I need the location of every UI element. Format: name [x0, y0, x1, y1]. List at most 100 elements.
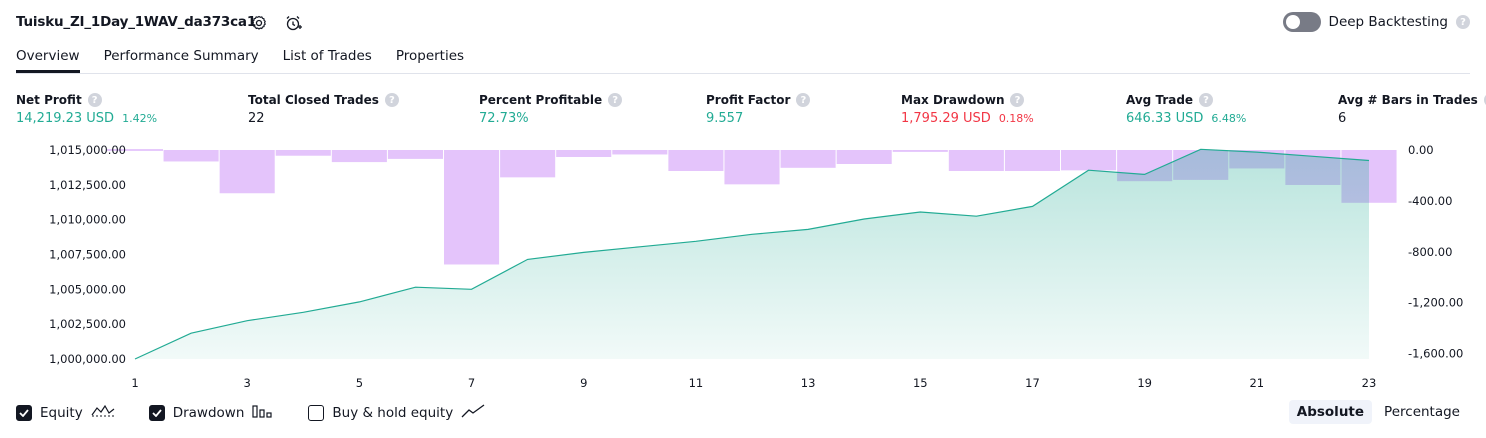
equity-area [135, 149, 1369, 359]
legend-drawdown[interactable]: Drawdown [148, 403, 275, 423]
chart-legend: Equity Drawdown Buy & hold equity [16, 403, 519, 423]
info-icon[interactable]: ? [384, 93, 399, 107]
drawdown-label: Drawdown [172, 405, 245, 421]
x-tick-label: 19 [1137, 376, 1152, 390]
x-tick-label: 23 [1362, 376, 1377, 390]
x-tick-label: 11 [689, 376, 704, 390]
metric-percent: 1.42% [122, 112, 158, 125]
equity-line-icon [91, 403, 115, 423]
drawdown-bar [556, 150, 612, 157]
info-icon[interactable]: ? [608, 93, 623, 107]
info-icon[interactable]: ? [1010, 93, 1025, 107]
percentage-button[interactable]: Percentage [1384, 404, 1460, 420]
drawdown-bar [275, 150, 331, 156]
metric-value: 6 [1338, 111, 1347, 126]
buy-hold-checkbox[interactable] [308, 405, 325, 421]
buy-hold-line-icon [461, 403, 485, 423]
x-tick-label: 13 [801, 376, 816, 390]
y-left-tick-label: 1,015,000.00 [49, 143, 126, 157]
drawdown-bar [163, 150, 219, 162]
metric-value: 14,219.23 USD [16, 111, 115, 126]
tab-bar: Overview Performance Summary List of Tra… [16, 42, 464, 73]
metric-value: 646.33 USD [1126, 111, 1204, 126]
y-left-tick-label: 1,005,000.00 [49, 282, 126, 296]
metric-net-profit: Net Profit? 14,219.23 USD 1.42% [16, 93, 157, 126]
info-icon[interactable]: ? [1483, 93, 1486, 107]
deep-backtesting-label: Deep Backtesting [1328, 14, 1448, 30]
buy-hold-label: Buy & hold equity [332, 405, 454, 421]
y-right-tick-label: -1,200.00 [1408, 296, 1463, 310]
drawdown-bars-icon [252, 403, 274, 423]
drawdown-bar [948, 150, 1004, 171]
info-icon[interactable]: ? [87, 93, 102, 107]
help-icon[interactable]: ? [1456, 15, 1470, 29]
drawdown-bar [500, 150, 556, 178]
y-right-tick-label: 0.00 [1408, 143, 1434, 157]
metric-value: 1,795.29 USD [901, 111, 991, 126]
strategy-title: Tuisku_ZI_1Day_1WAV_da373ca1 [16, 14, 257, 30]
deep-backtesting-toggle[interactable] [1282, 12, 1321, 32]
metric-value: 22 [248, 111, 265, 126]
tab-properties[interactable]: Properties [395, 48, 465, 64]
drawdown-bar [444, 150, 500, 265]
y-right-tick-label: -400.00 [1408, 194, 1452, 208]
drawdown-bar [219, 150, 275, 194]
drawdown-bar [780, 150, 836, 168]
y-right-tick-label: -800.00 [1408, 245, 1452, 259]
drawdown-checkbox[interactable] [148, 405, 165, 421]
metric-percent-profitable: Percent Profitable? 72.73% [479, 93, 623, 126]
y-left-tick-label: 1,010,000.00 [49, 213, 126, 227]
info-icon[interactable]: ? [1199, 93, 1214, 107]
equity-label: Equity [40, 405, 83, 421]
x-tick-label: 1 [131, 376, 138, 390]
tab-performance-summary[interactable]: Performance Summary [103, 48, 259, 64]
metric-avg-bars-in-trades: Avg # Bars in Trades? 6 [1338, 93, 1486, 126]
x-tick-label: 7 [468, 376, 475, 390]
metric-value: 72.73% [479, 111, 529, 126]
x-tick-label: 15 [913, 376, 928, 390]
metric-label: Total Closed Trades [248, 93, 379, 107]
view-mode-switch: Absolute Percentage [1288, 400, 1468, 424]
x-tick-label: 3 [244, 376, 251, 390]
legend-buy-hold[interactable]: Buy & hold equity [308, 403, 485, 423]
drawdown-bar [1004, 150, 1060, 171]
drawdown-bar [836, 150, 892, 164]
metric-label: Profit Factor [706, 93, 791, 107]
x-tick-label: 17 [1025, 376, 1040, 390]
metric-label: Max Drawdown [901, 93, 1005, 107]
metric-total-closed-trades: Total Closed Trades? 22 [248, 93, 399, 126]
tab-divider [16, 73, 1470, 74]
drawdown-bar [612, 150, 668, 155]
legend-equity[interactable]: Equity [16, 403, 115, 423]
y-right-tick-label: -1,600.00 [1408, 347, 1463, 361]
absolute-button[interactable]: Absolute [1288, 400, 1373, 424]
y-left-tick-label: 1,000,000.00 [49, 352, 126, 366]
settings-icon[interactable] [248, 12, 270, 34]
x-tick-label: 5 [356, 376, 363, 390]
drawdown-bar [331, 150, 387, 163]
metric-percent: 0.18% [998, 112, 1034, 125]
metric-max-drawdown: Max Drawdown? 1,795.29 USD 0.18% [901, 93, 1034, 126]
metric-value: 9.557 [706, 111, 744, 126]
metric-label: Percent Profitable [479, 93, 603, 107]
drawdown-bar [387, 150, 443, 159]
y-left-tick-label: 1,002,500.00 [49, 317, 126, 331]
tab-overview[interactable]: Overview [16, 42, 80, 73]
drawdown-bar [1061, 150, 1117, 171]
metric-avg-trade: Avg Trade? 646.33 USD 6.48% [1126, 93, 1246, 126]
drawdown-bar [724, 150, 780, 185]
equity-drawdown-chart[interactable]: 1,015,000.00 1,012,500.00 1,010,000.00 1,00… [0, 138, 1486, 398]
drawdown-bar [892, 150, 948, 152]
metric-profit-factor: Profit Factor? 9.557 [706, 93, 811, 126]
metric-label: Net Profit [16, 93, 82, 107]
metric-label: Avg Trade [1126, 93, 1194, 107]
tab-list-of-trades[interactable]: List of Trades [282, 48, 372, 64]
info-icon[interactable]: ? [796, 93, 811, 107]
metric-percent: 6.48% [1211, 112, 1247, 125]
y-left-tick-label: 1,012,500.00 [49, 178, 126, 192]
add-alert-icon[interactable] [282, 12, 304, 34]
x-tick-label: 21 [1249, 376, 1264, 390]
equity-checkbox[interactable] [16, 405, 32, 421]
metric-label: Avg # Bars in Trades [1338, 93, 1478, 107]
y-left-tick-label: 1,007,500.00 [49, 248, 126, 262]
